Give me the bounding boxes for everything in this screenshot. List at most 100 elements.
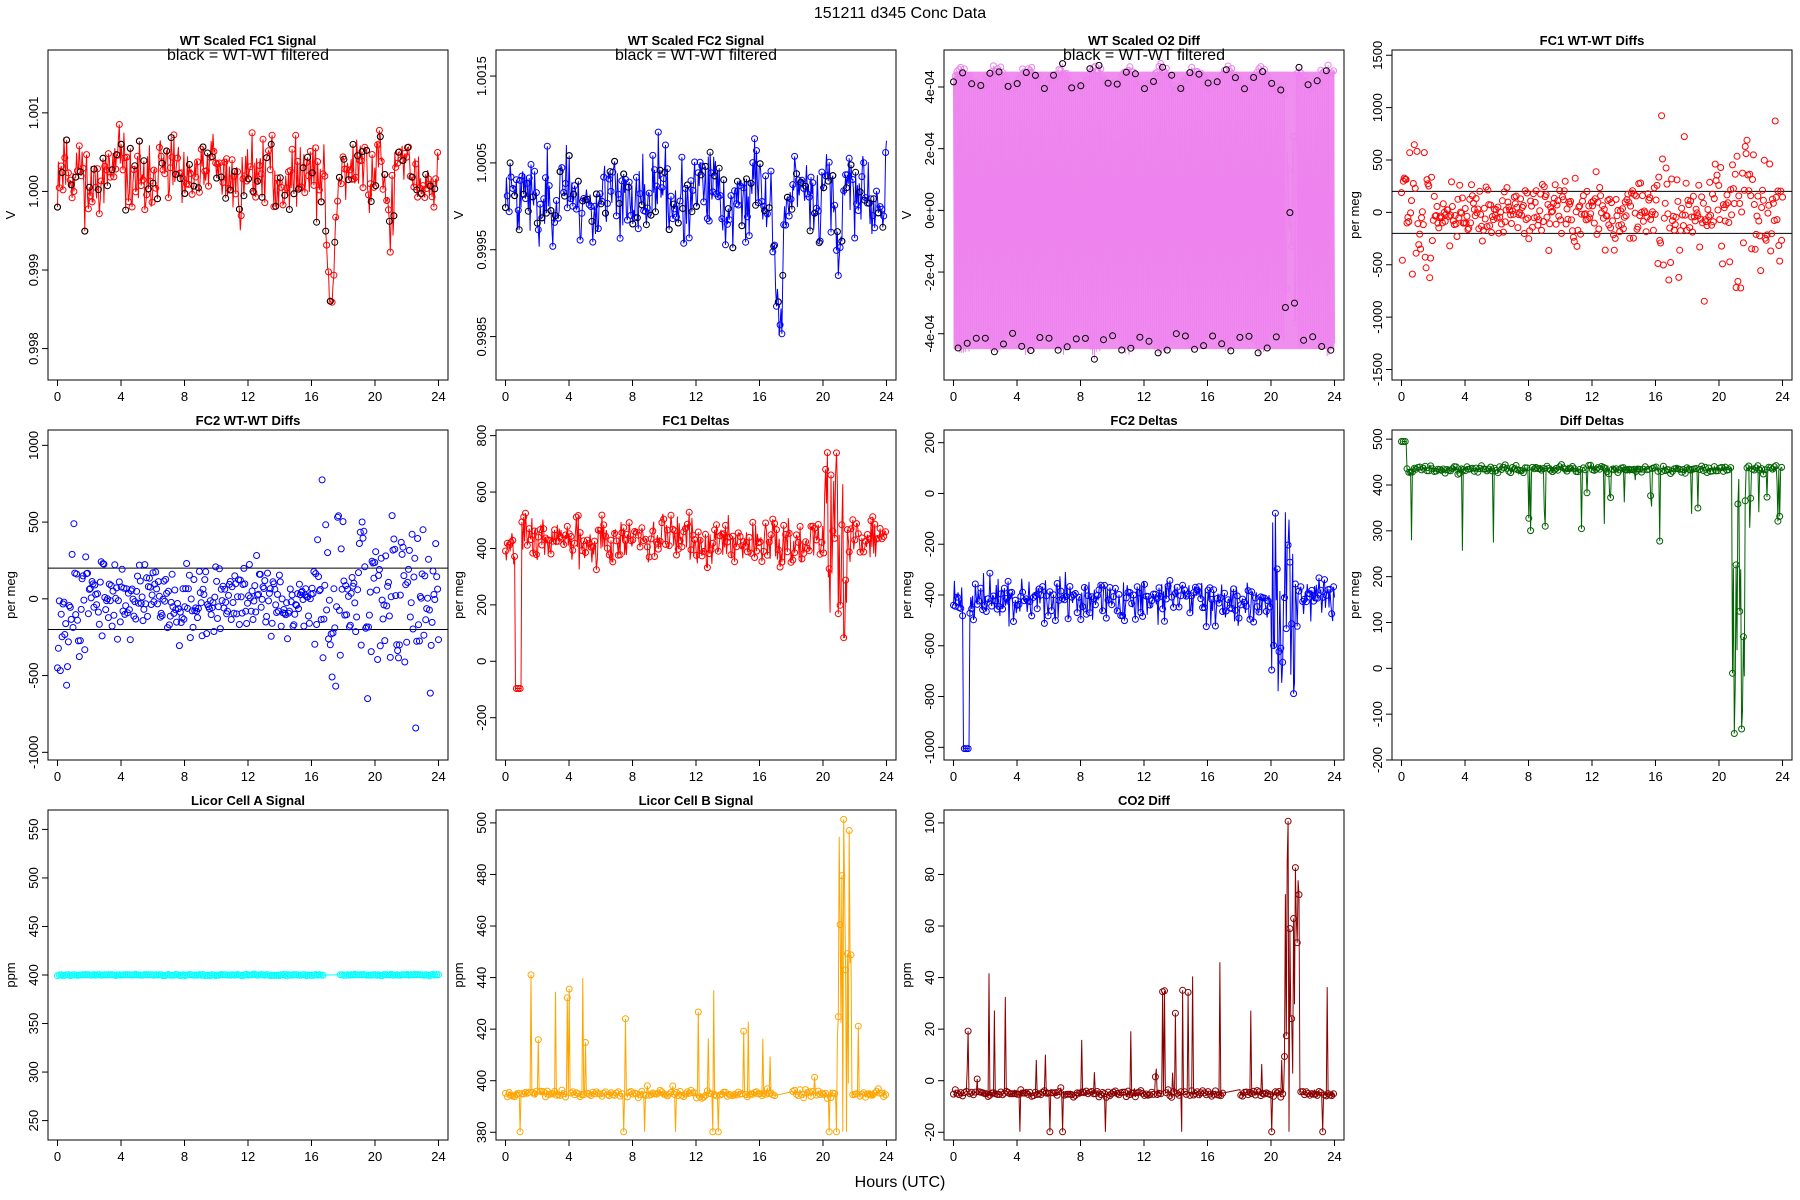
data-point	[1750, 201, 1758, 208]
data-point	[414, 535, 422, 542]
data-point	[288, 145, 296, 153]
data-point	[984, 595, 992, 603]
filtered-point	[788, 205, 796, 213]
filtered-point	[1286, 209, 1294, 217]
data-point	[72, 611, 80, 619]
data-point	[1146, 601, 1154, 609]
data-point	[1538, 226, 1545, 234]
filtered-point	[395, 148, 402, 156]
data-point	[1213, 595, 1221, 602]
data-point	[70, 520, 78, 528]
data-point	[1513, 203, 1521, 211]
data-point	[858, 173, 866, 181]
data-point	[1409, 180, 1417, 187]
data-point	[192, 604, 200, 612]
data-point	[208, 604, 216, 612]
data-point	[1002, 595, 1010, 603]
data-point	[669, 525, 677, 533]
data-point	[1722, 201, 1730, 209]
data-point	[337, 545, 345, 553]
data-point	[565, 985, 573, 993]
filtered-point	[990, 348, 998, 356]
filtered-point	[747, 179, 755, 187]
data-point	[1589, 202, 1596, 210]
filtered-point	[633, 214, 641, 222]
data-point	[1730, 200, 1738, 207]
y-tick-label: 1000	[1370, 93, 1385, 122]
x-tick-label: 20	[1264, 769, 1278, 784]
data-point	[1561, 465, 1569, 473]
data-point	[96, 578, 104, 586]
data-point	[1128, 600, 1136, 607]
data-point	[123, 153, 131, 161]
data-point	[785, 212, 793, 220]
data-point	[340, 577, 348, 585]
data-point	[1055, 1088, 1063, 1096]
plot-frame	[943, 429, 1345, 761]
data-point	[663, 1092, 671, 1100]
data-point	[155, 143, 163, 151]
data-point	[1613, 212, 1621, 220]
data-point	[64, 638, 72, 646]
data-point	[309, 590, 317, 597]
data-point	[669, 1082, 677, 1090]
data-point	[1629, 187, 1636, 195]
data-point	[634, 225, 642, 233]
data-point	[1405, 218, 1413, 226]
data-point	[1084, 74, 1092, 82]
x-tick-label: 4	[565, 769, 572, 784]
filtered-point	[72, 173, 80, 181]
data-point	[68, 550, 76, 558]
data-point	[256, 570, 264, 578]
data-point	[696, 158, 704, 166]
data-point	[1448, 203, 1456, 210]
data-point	[551, 218, 559, 226]
data-point	[805, 193, 813, 201]
y-tick-label: 420	[474, 1018, 489, 1040]
data-point	[1139, 612, 1147, 620]
y-tick-label: 1.0015	[474, 56, 489, 96]
filtered-point	[1013, 80, 1021, 88]
filtered-point	[1054, 346, 1062, 354]
data-point	[753, 147, 760, 155]
data-point	[1488, 229, 1495, 236]
filtered-point	[226, 186, 234, 194]
data-point	[793, 1090, 800, 1098]
filtered-point	[1322, 67, 1330, 75]
data-point	[620, 1128, 628, 1136]
data-point	[368, 151, 376, 158]
data-point	[1135, 78, 1143, 86]
data-point	[261, 199, 269, 207]
filtered-point	[1009, 329, 1017, 337]
y-tick-label: -600	[922, 633, 937, 659]
data-point	[290, 621, 298, 629]
data-point	[245, 561, 253, 568]
data-point	[320, 615, 328, 623]
data-point	[1577, 230, 1585, 238]
data-point	[319, 170, 327, 178]
data-point	[796, 523, 804, 530]
data-point	[1592, 168, 1600, 176]
data-point	[1097, 581, 1105, 589]
data-point	[234, 168, 241, 176]
x-tick-label: 20	[1712, 769, 1726, 784]
filtered-point	[624, 183, 632, 191]
x-tick-label: 24	[1327, 769, 1341, 784]
data-point	[1619, 205, 1626, 213]
data-point	[1457, 208, 1465, 216]
data-point	[783, 548, 791, 556]
data-point	[1480, 204, 1488, 212]
data-point	[115, 121, 123, 128]
data-point	[607, 536, 615, 544]
x-tick-label: 8	[1077, 1149, 1084, 1164]
y-tick-label: -200	[474, 705, 489, 731]
data-point	[1557, 216, 1565, 224]
data-point	[662, 141, 669, 149]
data-point	[1626, 234, 1634, 242]
filtered-point	[290, 190, 298, 198]
data-point	[184, 585, 192, 593]
x-tick-label: 16	[752, 389, 766, 404]
data-point	[836, 601, 844, 609]
data-point	[197, 145, 205, 153]
